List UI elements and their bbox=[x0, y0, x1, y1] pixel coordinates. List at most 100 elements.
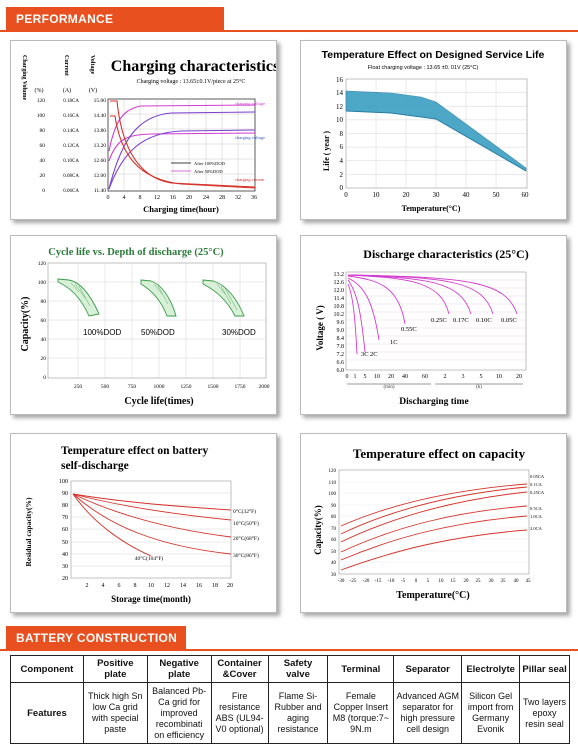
temperature-capacity-chart: Temperature effect on capacity Capacity(… bbox=[300, 433, 567, 613]
selfdischarge-label: 0°C(32°F) bbox=[233, 508, 256, 515]
tempcap-xtick: -15 bbox=[375, 579, 382, 584]
charging-volume-ticks: 120 100 80 60 40 20 0 bbox=[37, 98, 46, 194]
cycle-xtick: 2000 bbox=[259, 384, 270, 390]
cycle-ylabel: Capacity(%) bbox=[20, 297, 31, 352]
cycle-label: 30%DOD bbox=[222, 328, 256, 337]
tempcap-ytick: 80 bbox=[331, 515, 337, 520]
tempcap-curve-2 bbox=[340, 529, 528, 571]
life-ytick: 14 bbox=[336, 89, 344, 97]
discharge-ytick: 9.0 bbox=[337, 328, 345, 334]
construction-section-banner: BATTERY CONSTRUCTION bbox=[6, 626, 186, 650]
tempcap-curves bbox=[340, 483, 528, 571]
discharge-ytick: 7.8 bbox=[337, 344, 345, 350]
life-ytick: 12 bbox=[336, 103, 344, 111]
tempcap-curve-025 bbox=[340, 491, 528, 543]
tempcap-xtick: -20 bbox=[363, 579, 370, 584]
discharge-xticks: 0 1 5 10 20 40 60 2 3 5 10 20 bbox=[346, 374, 523, 380]
charging-grid bbox=[108, 99, 255, 191]
charging-volume-curve-2 bbox=[108, 129, 256, 190]
life-band-lower bbox=[345, 110, 527, 172]
cycle-ytick: 100 bbox=[38, 280, 47, 286]
table-header-row: Component Positive plate Negative plate … bbox=[10, 655, 570, 683]
discharge-label: 1C bbox=[390, 339, 398, 346]
selfdischarge-label: 40°C(104°F) bbox=[135, 555, 164, 562]
selfdischarge-label: 30°C(86°F) bbox=[233, 552, 259, 559]
life-title: Temperature Effect on Designed Service L… bbox=[322, 49, 545, 61]
life-subtitle: Float charging voltage : 13.65 ±0. 01V (… bbox=[368, 65, 479, 71]
cycle-label: 50%DOD bbox=[141, 328, 175, 337]
table-cell: Fire resistance ABS (UL94-V0 optional) bbox=[210, 682, 269, 744]
performance-section-banner: PERFORMANCE CHARACTERISTICS bbox=[6, 7, 224, 50]
charging-xtick: 16 bbox=[170, 195, 176, 201]
selfdischarge-ytick: 50 bbox=[62, 540, 68, 546]
discharge-curve-2c bbox=[347, 279, 366, 353]
tempcap-curve-05 bbox=[340, 505, 528, 553]
life-ylabel: Life ( year ) bbox=[322, 131, 331, 171]
charging-voltage-tick: 13.20 bbox=[94, 143, 107, 149]
cycle-life-chart: Cycle life vs. Depth of discharge (25°C)… bbox=[10, 235, 277, 415]
service-life-chart: Temperature Effect on Designed Service L… bbox=[300, 40, 567, 220]
charging-xlabel: Charging time(hour) bbox=[143, 204, 219, 214]
construction-section-rule bbox=[0, 649, 578, 651]
discharge-xtick: 1 bbox=[354, 374, 357, 380]
cycle-title: Cycle life vs. Depth of discharge (25°C) bbox=[48, 247, 224, 258]
discharge-xlabel: Discharging time bbox=[399, 397, 468, 407]
discharge-ytick: 10.2 bbox=[334, 312, 345, 318]
tempcap-xtick: 45 bbox=[526, 579, 532, 584]
selfdischarge-curve-40c bbox=[72, 493, 152, 557]
charging-voltage-curve bbox=[108, 104, 256, 152]
tempcap-label: 2.0CA bbox=[530, 526, 543, 531]
discharge-xtick: 60 bbox=[422, 374, 428, 380]
discharge-xtick: 10 bbox=[374, 374, 380, 380]
cycle-xtick: 1500 bbox=[208, 384, 219, 390]
charging-current-curve-2 bbox=[110, 115, 256, 189]
discharge-label: 0.17C bbox=[453, 317, 469, 324]
selfdischarge-curve-30c bbox=[72, 493, 232, 555]
charging-current-ticks: 0.18CA 0.16CA 0.14CA 0.12CA 0.10CA 0.08C… bbox=[63, 99, 79, 194]
discharge-curve-010c bbox=[347, 274, 494, 315]
discharge-ytick: 12.6 bbox=[334, 280, 345, 286]
discharge-labels: 3C 2C 1C 0.55C 0.25C 0.17C 0.10C 0.05C bbox=[361, 317, 517, 358]
table-cell: Thick high Sn low Ca grid with special p… bbox=[82, 682, 148, 744]
cycle-xtick: 500 bbox=[101, 384, 110, 390]
charging-xtick: 0 bbox=[107, 195, 110, 201]
discharge-ytick: 6.0 bbox=[337, 368, 345, 374]
selfdischarge-xticks: 2 4 6 8 10 12 14 16 18 20 bbox=[86, 583, 234, 589]
discharge-label: 2C bbox=[370, 351, 378, 358]
charging-current-tick: 0.18CA bbox=[63, 99, 79, 104]
selfdischarge-label: 20°C(68°F) bbox=[233, 535, 259, 542]
cycle-xtick: 250 bbox=[74, 384, 83, 390]
charging-volume-tick: 0 bbox=[42, 188, 45, 194]
cycle-yticks: 120 100 80 60 40 20 0 bbox=[38, 261, 47, 381]
selfdischarge-xtick: 2 bbox=[86, 583, 89, 589]
tempcap-xtick: 30 bbox=[489, 579, 495, 584]
tempcap-label: 0.5CA bbox=[530, 506, 543, 511]
life-xtick: 40 bbox=[463, 191, 471, 199]
table-header-cell: Negative plate bbox=[146, 655, 212, 683]
life-xlabel: Temperature(°C) bbox=[402, 204, 461, 213]
discharge-xtick: 10 bbox=[496, 374, 502, 380]
charging-label: charging voltage bbox=[235, 101, 265, 106]
charging-volume-tick: 60 bbox=[40, 143, 46, 149]
charging-label: charging current bbox=[235, 177, 265, 182]
tempcap-xtick: -5 bbox=[401, 579, 406, 584]
table-header-cell: Pillar seal bbox=[519, 655, 570, 683]
cycle-band-50 bbox=[140, 279, 177, 317]
charging-xtick: 36 bbox=[251, 195, 257, 201]
life-ytick: 0 bbox=[340, 184, 344, 192]
tempcap-ytick: 100 bbox=[329, 492, 337, 497]
selfdischarge-curve-20c bbox=[72, 493, 232, 538]
discharge-label: 0.25C bbox=[431, 317, 447, 324]
selfdischarge-xtick: 6 bbox=[118, 583, 121, 589]
table-cell: Balanced Pb-Ca grid for improved recombi… bbox=[146, 682, 212, 744]
cycle-xticks: 250 500 750 1000 1250 1500 1750 2000 bbox=[74, 384, 270, 390]
cycle-ytick: 20 bbox=[41, 356, 47, 362]
table-header-cell: Terminal bbox=[327, 655, 395, 683]
discharge-xtick: 5 bbox=[480, 374, 483, 380]
tempcap-xlabel: Temperature(°C) bbox=[396, 590, 469, 601]
cycle-xlabel: Cycle life(times) bbox=[124, 396, 193, 407]
selfdischarge-xtick: 14 bbox=[180, 583, 186, 589]
charging-xtick: 20 bbox=[186, 195, 192, 201]
selfdischarge-labels: 0°C(32°F) 10°C(50°F) 20°C(68°F) 30°C(86°… bbox=[135, 508, 259, 562]
life-ytick: 16 bbox=[336, 76, 344, 84]
